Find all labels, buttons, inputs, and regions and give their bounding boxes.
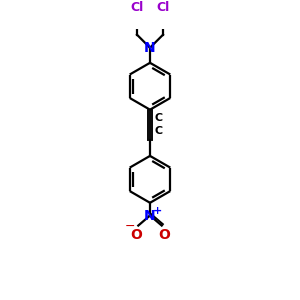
Text: Cl: Cl	[156, 1, 170, 13]
Text: +: +	[153, 206, 163, 216]
Text: N: N	[144, 208, 156, 223]
Text: −: −	[125, 220, 135, 233]
Text: C: C	[154, 126, 163, 136]
Text: O: O	[158, 228, 170, 242]
Text: N: N	[144, 41, 156, 55]
Text: Cl: Cl	[130, 1, 144, 13]
Text: C: C	[154, 113, 163, 123]
Text: O: O	[130, 228, 142, 242]
